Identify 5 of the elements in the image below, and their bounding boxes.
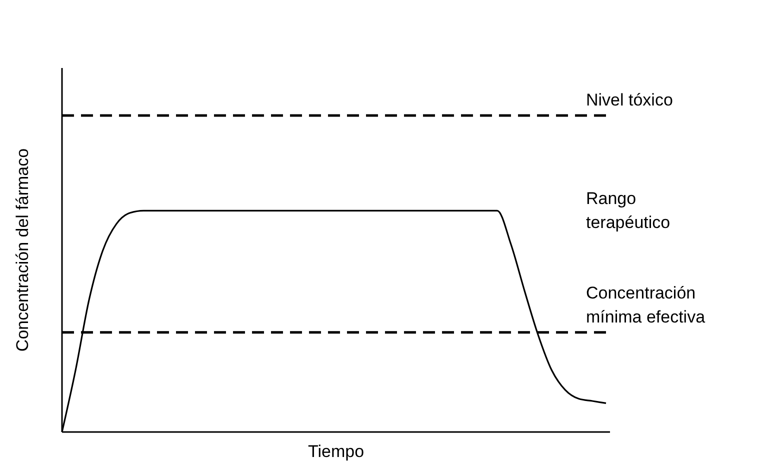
y-axis-title: Concentración del fármaco [13,148,32,352]
ref-line-label: Concentración mínima efectiva [586,283,706,326]
x-axis-title: Tiempo [308,442,364,461]
ref-line-label: Nivel tóxico [586,90,673,110]
annotation: Rango terapéutico [586,188,670,232]
